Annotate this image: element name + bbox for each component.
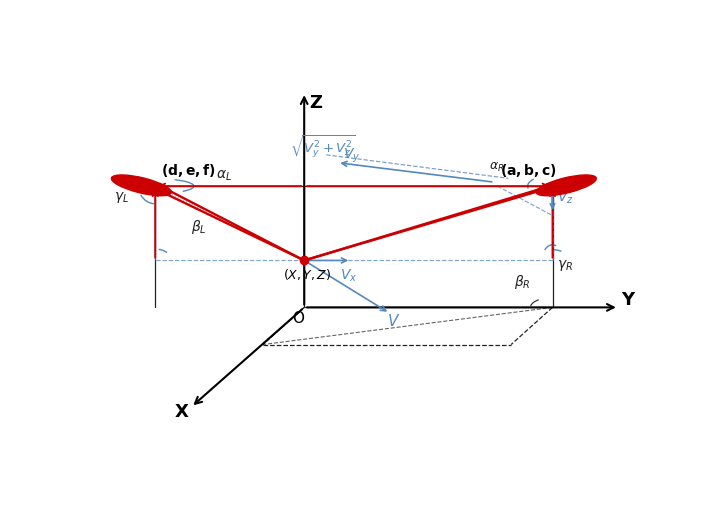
Text: Y: Y (622, 292, 634, 309)
Text: O: O (292, 311, 304, 326)
Ellipse shape (111, 175, 172, 196)
Text: $(X,Y,Z)$: $(X,Y,Z)$ (283, 267, 331, 282)
Text: $\alpha_L$: $\alpha_L$ (216, 168, 232, 183)
Text: Z: Z (310, 94, 323, 112)
Text: $\alpha_R$: $\alpha_R$ (489, 161, 505, 174)
Text: $\beta_R$: $\beta_R$ (514, 273, 530, 291)
Text: $V_x$: $V_x$ (340, 267, 357, 283)
Text: $\beta_L$: $\beta_L$ (191, 218, 206, 236)
Text: $\gamma_L$: $\gamma_L$ (114, 190, 129, 205)
Text: $\sqrt{V_y^2+V_z^2}$: $\sqrt{V_y^2+V_z^2}$ (290, 134, 356, 160)
Text: $V$: $V$ (387, 313, 400, 329)
Ellipse shape (536, 175, 597, 196)
Text: $\mathbf{(a,b,c)}$: $\mathbf{(a,b,c)}$ (500, 162, 557, 179)
Text: X: X (174, 403, 189, 421)
Text: $\gamma_R$: $\gamma_R$ (557, 258, 573, 273)
Text: $\mathbf{(d,e,f)}$: $\mathbf{(d,e,f)}$ (161, 162, 216, 179)
Text: $V_y$: $V_y$ (343, 147, 360, 165)
Text: $V_z$: $V_z$ (557, 190, 574, 206)
